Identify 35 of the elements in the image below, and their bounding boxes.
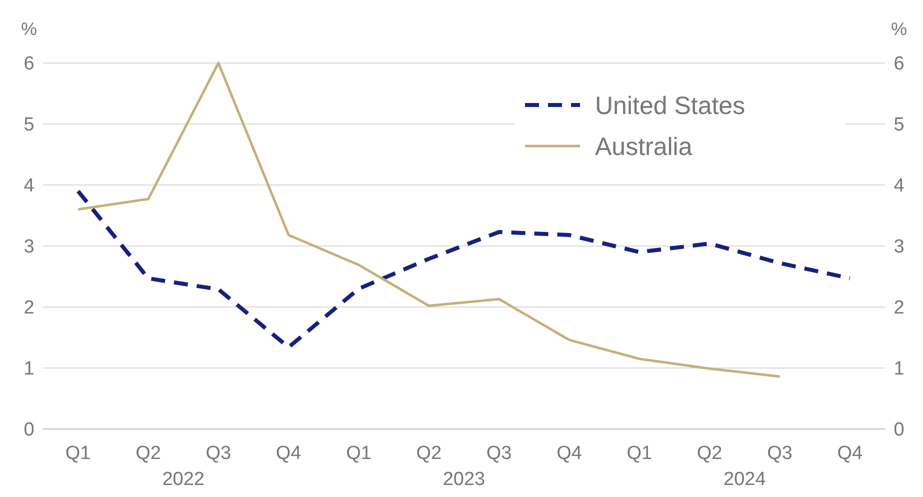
y-tick-label: 6 xyxy=(24,54,34,75)
y-tick-label: 5 xyxy=(24,114,34,136)
x-tick-label: Q4 xyxy=(837,443,864,464)
y2-axis-title: % xyxy=(890,19,908,39)
y2-tick-label: 4 xyxy=(894,176,905,197)
text: 2023 xyxy=(442,469,486,490)
legend-label: Australia xyxy=(595,132,692,161)
y-tick-label: 4 xyxy=(24,176,35,197)
x-tick-label: Q2 xyxy=(416,443,442,464)
y2-tick-label: 5 xyxy=(894,114,904,136)
x-tick-label: Q1 xyxy=(65,443,91,464)
y2-tick-label: 1 xyxy=(894,358,904,380)
y-tick-label: 1 xyxy=(24,358,34,380)
x-tick-label: Q2 xyxy=(696,443,722,464)
x-tick-label: Q3 xyxy=(206,443,232,464)
y-tick-label: 3 xyxy=(24,236,34,258)
y2-tick-label: 2 xyxy=(894,298,904,319)
y2-tick-label: 3 xyxy=(894,236,904,258)
y-tick-label: 2 xyxy=(24,298,34,319)
x-tick-label: Q1 xyxy=(346,443,372,464)
line-series xyxy=(76,189,852,350)
x-tick-label: Q4 xyxy=(556,443,582,464)
legend-label: United States xyxy=(595,92,746,120)
line-series xyxy=(76,62,781,378)
y-axis-title: % xyxy=(20,19,38,39)
x-tick-label: Q3 xyxy=(486,443,512,464)
text: 2024 xyxy=(724,469,766,490)
x-tick-label: Q1 xyxy=(626,443,652,464)
x-tick-label: Q3 xyxy=(767,443,792,464)
y-tick-label: 0 xyxy=(24,420,34,441)
x-tick-label: Q4 xyxy=(276,443,302,464)
y2-tick-label: 0 xyxy=(894,420,904,441)
y2-tick-label: 6 xyxy=(894,54,904,75)
text: 2022 xyxy=(162,469,204,490)
x-tick-label: Q2 xyxy=(136,443,161,464)
